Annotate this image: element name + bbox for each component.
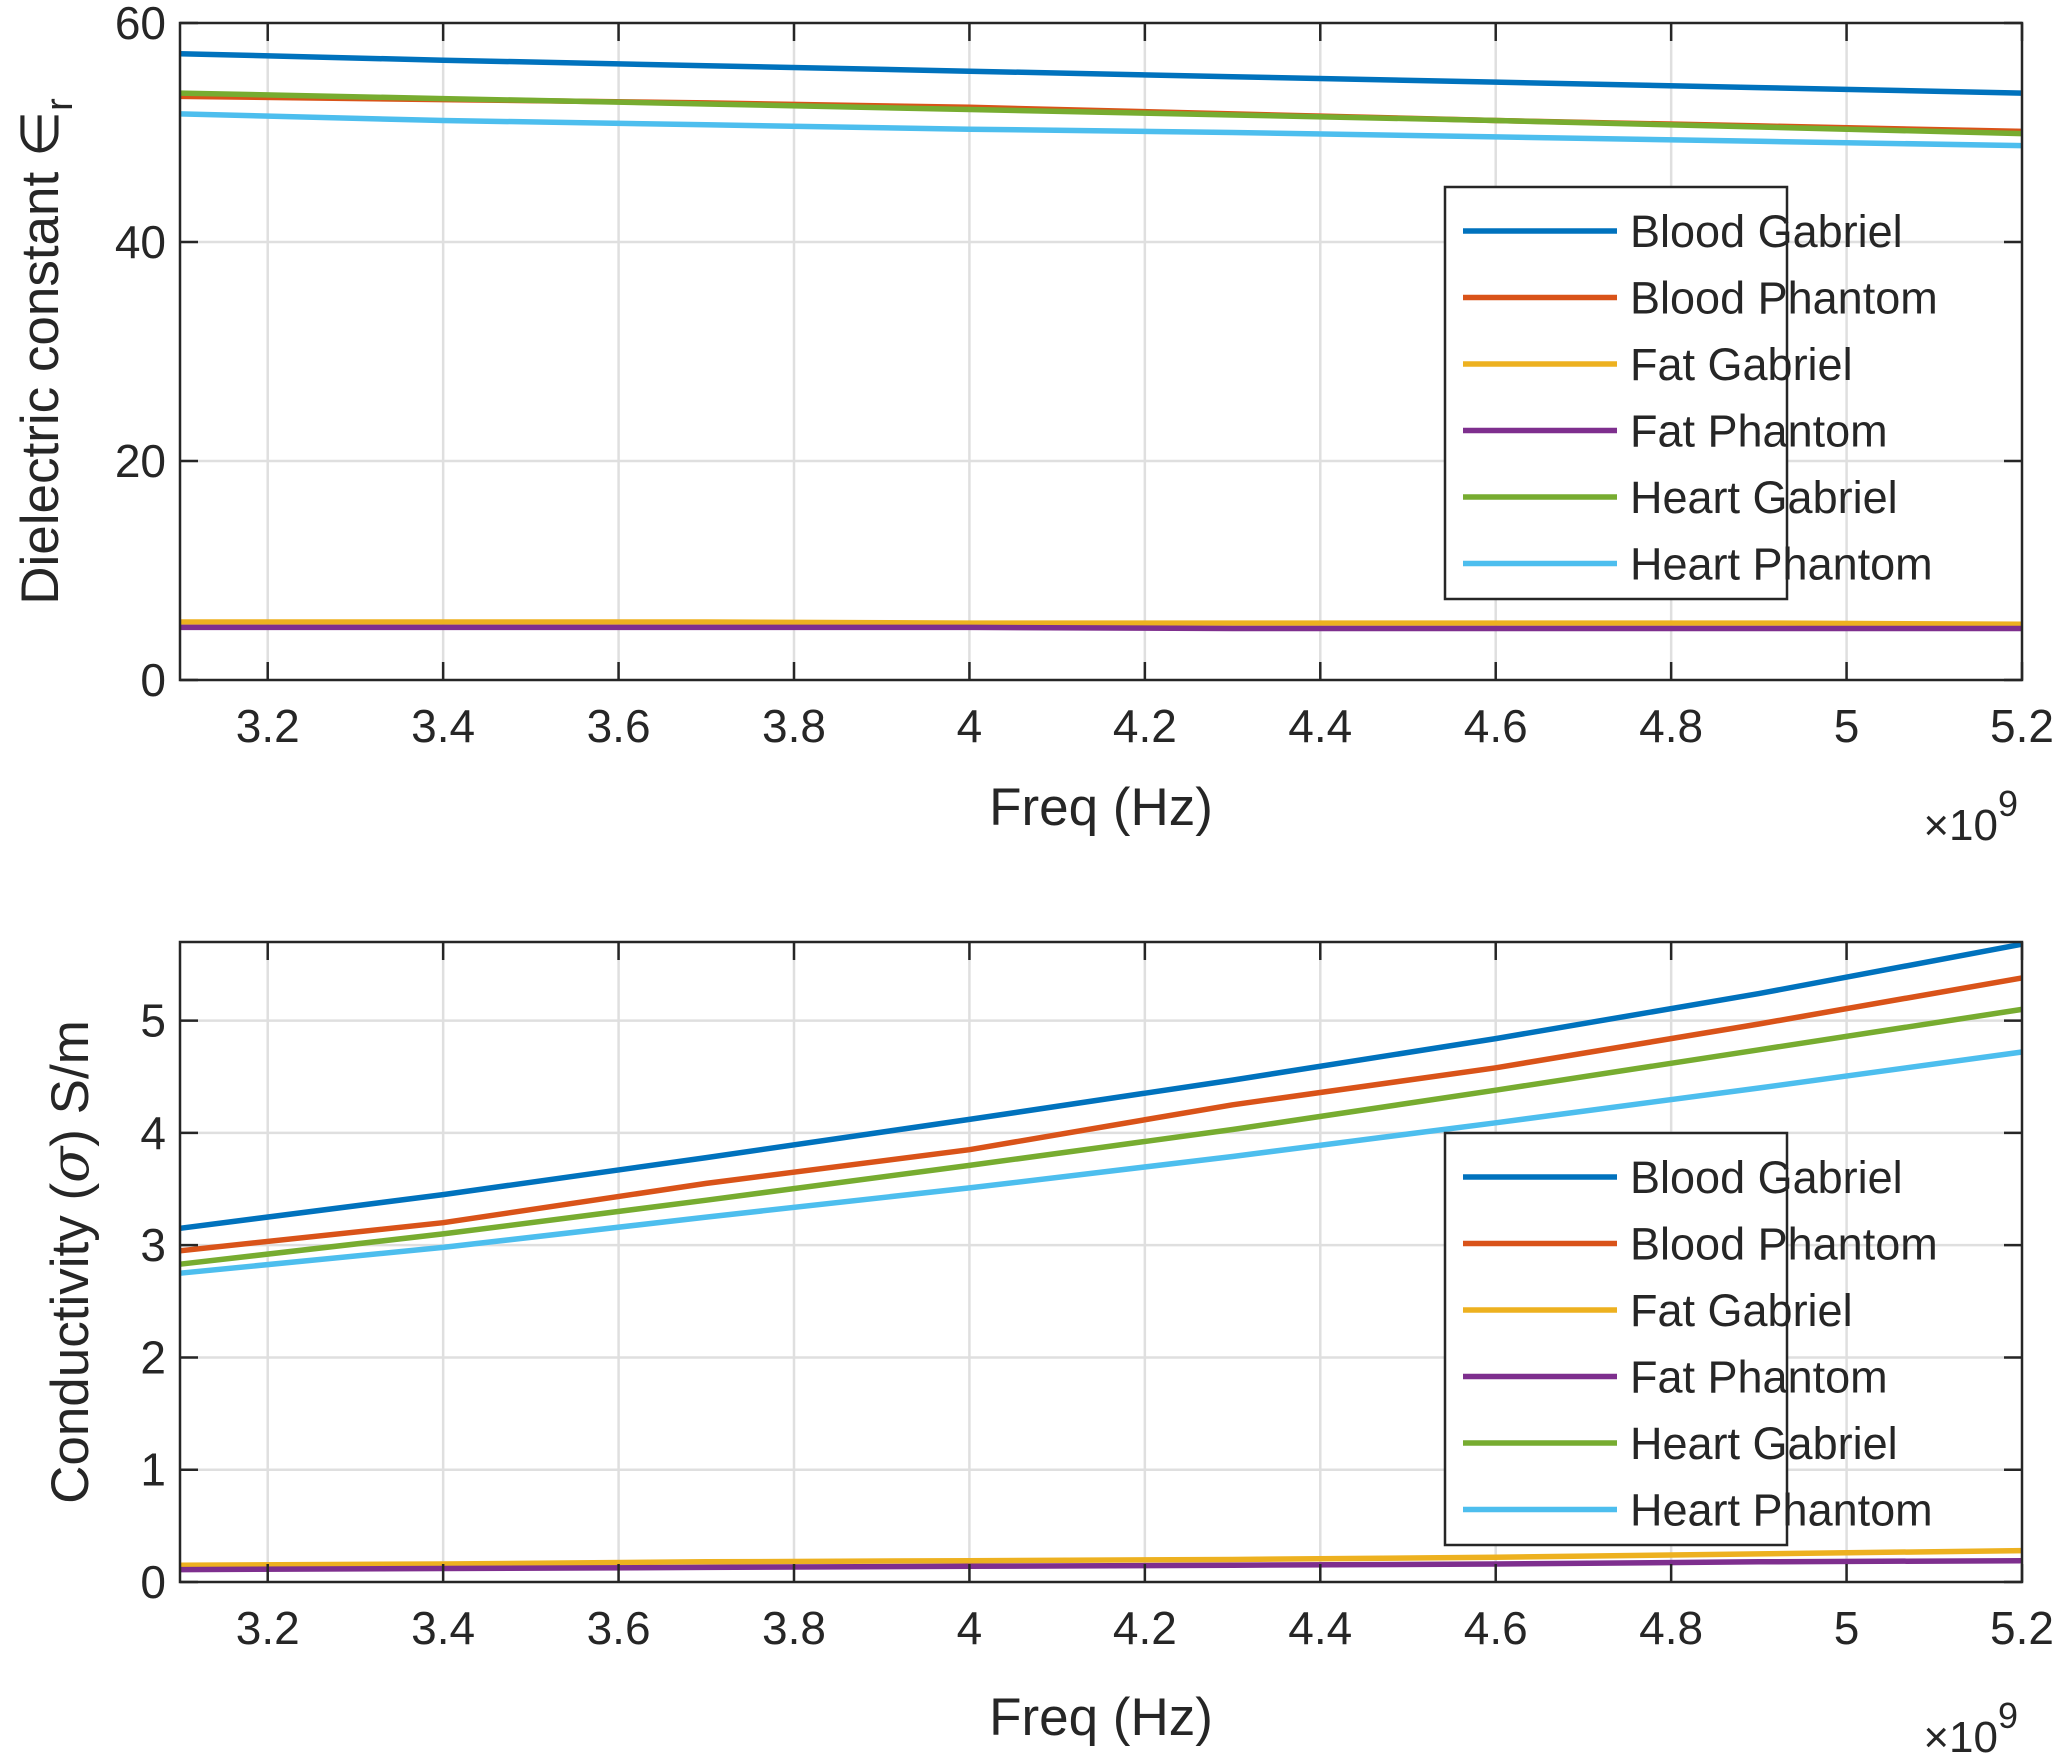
series-line-blood-gabriel xyxy=(179,941,2023,1232)
x-tick-label: 3.4 xyxy=(411,1602,475,1654)
x-tick-label: 3.6 xyxy=(587,700,651,752)
y-axis-label-suffix: ) S/m xyxy=(41,1020,100,1147)
x-tick-label: 3.2 xyxy=(236,1602,300,1654)
legend-label-fat-phantom: Fat Phantom xyxy=(1630,406,1888,457)
x-tick-label: 4.2 xyxy=(1113,700,1177,752)
series-line-fat-gabriel xyxy=(180,619,2023,627)
x-tick-label: 5.2 xyxy=(1990,700,2054,752)
x-tick-label: 4 xyxy=(957,1602,983,1654)
y-axis-label-subscript: r xyxy=(39,98,81,111)
y-tick-label: 3 xyxy=(140,1219,166,1271)
series-line-heart-phantom xyxy=(179,111,2023,149)
x-tick-label: 3.6 xyxy=(587,1602,651,1654)
series-lines xyxy=(179,50,2023,632)
x-tick-label: 4 xyxy=(957,700,983,752)
y-tick-label: 1 xyxy=(140,1444,166,1496)
legend-label-blood-phantom: Blood Phantom xyxy=(1630,1219,1938,1270)
legend-box xyxy=(1443,1131,1789,1547)
x-tick-label: 5 xyxy=(1834,700,1860,752)
y-axis-label: Dielectric constant ∈r xyxy=(11,98,81,605)
x-axis-label: Freq (Hz) xyxy=(989,1688,1213,1747)
x-exponent-base: ×10 xyxy=(1923,801,1998,850)
x-axis-label: Freq (Hz) xyxy=(989,778,1213,837)
x-tick-label: 5 xyxy=(1834,1602,1860,1654)
legend-label-blood-phantom: Blood Phantom xyxy=(1630,273,1938,324)
x-tick-label: 3.8 xyxy=(762,700,826,752)
x-exponent-label: ×109 xyxy=(1923,783,2018,850)
legend-label-fat-gabriel: Fat Gabriel xyxy=(1630,339,1853,390)
y-axis-label-text: Dielectric constant xyxy=(11,157,70,605)
legend: Blood Gabriel Blood Phantom Fat Gabriel Fat… xyxy=(1443,1131,1938,1547)
x-tick-label: 4.4 xyxy=(1288,700,1352,752)
x-tick-label: 4.2 xyxy=(1113,1602,1177,1654)
x-exponent-base: ×10 xyxy=(1923,1713,1998,1762)
y-tick-label: 40 xyxy=(115,216,166,268)
legend-label-blood-gabriel: Blood Gabriel xyxy=(1630,1152,1903,1203)
y-tick-label: 60 xyxy=(115,0,166,49)
y-tick-label: 0 xyxy=(140,654,166,706)
chart-panel-2: 3.2 3.4 3.6 3.8 4 4.2 4.4 4.6 4.8 5 5.2 0 1 2 3 4 5 Freq … xyxy=(40,940,2054,1762)
legend-label-heart-phantom: Heart Phantom xyxy=(1630,539,1933,590)
chart-panel-1: 3.2 3.4 3.6 3.8 4 4.2 4.4 4.6 4.8 5 5.2 0 20 40 60 Freq… xyxy=(11,0,2054,850)
y-axis-label-text: Conductivity ( xyxy=(41,1183,100,1504)
axes-box xyxy=(178,21,2024,682)
series-lines xyxy=(179,941,2023,1573)
x-tick-label: 4.4 xyxy=(1288,1602,1352,1654)
legend-label-fat-gabriel: Fat Gabriel xyxy=(1630,1285,1853,1336)
legend-box xyxy=(1443,185,1789,601)
y-tick-label: 20 xyxy=(115,435,166,487)
y-axis-label: Conductivity (σ) S/m xyxy=(40,1020,101,1504)
y-tick-label: 2 xyxy=(140,1331,166,1383)
y-tick-label: 4 xyxy=(140,1107,166,1159)
y-tick-label: 5 xyxy=(140,995,166,1047)
axes-box xyxy=(178,940,2024,1584)
x-tick-label: 4.8 xyxy=(1639,700,1703,752)
series-line-fat-phantom xyxy=(179,1557,2023,1573)
x-tick-label: 4.8 xyxy=(1639,1602,1703,1654)
x-exponent-power: 9 xyxy=(1998,1695,2018,1736)
x-tick-label: 3.8 xyxy=(762,1602,826,1654)
y-axis-label-symbol: σ xyxy=(40,1145,101,1183)
series-line-heart-phantom xyxy=(179,1049,2023,1276)
legend-label-fat-phantom: Fat Phantom xyxy=(1630,1352,1888,1403)
x-tick-label: 3.2 xyxy=(236,700,300,752)
series-line-blood-gabriel xyxy=(179,50,2023,96)
x-tick-label: 3.4 xyxy=(411,700,475,752)
x-tick-label: 4.6 xyxy=(1464,1602,1528,1654)
series-line-fat-phantom xyxy=(180,624,2022,632)
x-tick-label: 4.6 xyxy=(1464,700,1528,752)
y-tick-label: 0 xyxy=(140,1556,166,1608)
legend-label-heart-phantom: Heart Phantom xyxy=(1630,1485,1933,1536)
x-exponent-label: ×109 xyxy=(1923,1695,2018,1762)
series-line-fat-gabriel xyxy=(179,1547,2023,1568)
series-line-heart-gabriel xyxy=(179,90,2023,137)
legend-label-blood-gabriel: Blood Gabriel xyxy=(1630,206,1903,257)
legend: Blood Gabriel Blood Phantom Fat Gabriel Fat… xyxy=(1443,185,1938,601)
legend-label-heart-gabriel: Heart Gabriel xyxy=(1630,472,1898,523)
series-line-blood-phantom xyxy=(179,975,2023,1254)
y-axis-label-symbol: ∈ xyxy=(11,111,70,157)
x-tick-label: 5.2 xyxy=(1990,1602,2054,1654)
series-line-heart-gabriel xyxy=(179,1006,2023,1267)
x-exponent-power: 9 xyxy=(1998,783,2018,824)
legend-label-heart-gabriel: Heart Gabriel xyxy=(1630,1418,1898,1469)
